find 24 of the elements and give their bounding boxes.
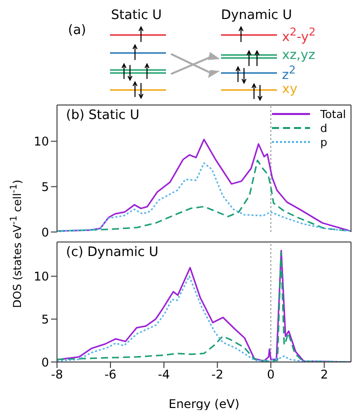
- x-tick-label: 2: [320, 368, 328, 382]
- y-tick-label: 10: [34, 134, 49, 149]
- x-tick-label: 0: [267, 368, 275, 382]
- y-tick-label: 0: [41, 355, 49, 370]
- text: Dynamic U: [221, 8, 292, 23]
- y-tick-label: 5: [41, 180, 49, 194]
- y-tick-label: 10: [34, 270, 49, 284]
- x-tick-label: -8: [51, 368, 63, 382]
- text: Static U: [111, 8, 162, 23]
- y-tick-label: 5: [41, 312, 49, 326]
- x-tick-label: -4: [158, 368, 170, 382]
- text: x$^{2}$-y$^{2}$: [282, 26, 316, 46]
- legend-label: d: [320, 122, 328, 134]
- y-tick-label: 0: [41, 225, 49, 240]
- text: xy: [282, 82, 298, 97]
- legend-label: p: [320, 136, 328, 148]
- x-tick-label: -6: [104, 368, 116, 382]
- text: z$^{2}$: [282, 64, 296, 84]
- legend-label: Total: [320, 108, 346, 120]
- chart-title: (c) Dynamic U: [66, 245, 158, 260]
- chart-title: (b) Static U: [66, 108, 140, 123]
- text: (a): [68, 23, 86, 38]
- x-tick-label: -2: [211, 368, 224, 382]
- text: xz,yz: [282, 48, 316, 63]
